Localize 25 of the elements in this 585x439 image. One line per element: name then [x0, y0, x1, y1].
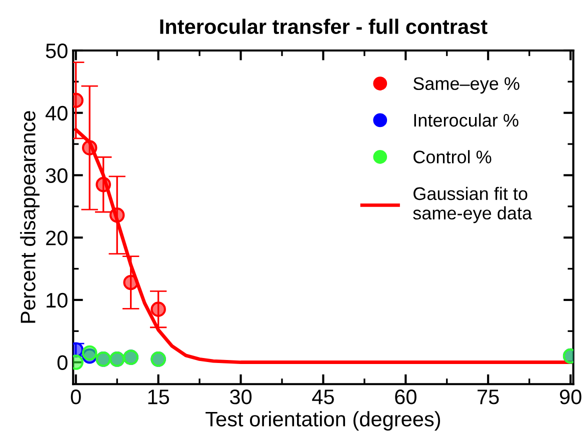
chart-title: Interocular transfer - full contrast	[160, 18, 488, 34]
y-axis-title: Percent disappearance	[20, 111, 40, 323]
y-tick-label: 0	[57, 355, 68, 370]
point	[150, 302, 166, 317]
x-tick-label: 45	[312, 390, 334, 404]
legend-label: Same–eye %	[413, 77, 520, 94]
y-tick-label: 50	[46, 43, 68, 58]
point	[123, 274, 138, 290]
y-tick-label: 30	[46, 168, 68, 183]
x-tick-label: 30	[230, 390, 252, 404]
x-tick-label: 0	[70, 390, 81, 404]
y-tick-label: 20	[46, 230, 68, 246]
x-tick-label: 90	[560, 390, 582, 404]
x-tick-label: 15	[148, 390, 170, 404]
x-tick-label: 60	[395, 390, 416, 404]
x-tick-label: 75	[478, 390, 499, 404]
point	[82, 140, 98, 156]
legend-label: Control %	[414, 150, 492, 164]
point	[109, 207, 125, 223]
legend-label: Interocular %	[414, 113, 518, 127]
x-axis-title: Test orientation (degrees)	[206, 411, 440, 431]
y-tick-label: 10	[46, 292, 68, 308]
point	[96, 176, 111, 192]
legend-label: Gaussian fit to same-eye data	[413, 186, 532, 224]
y-tick-label: 40	[46, 106, 68, 121]
